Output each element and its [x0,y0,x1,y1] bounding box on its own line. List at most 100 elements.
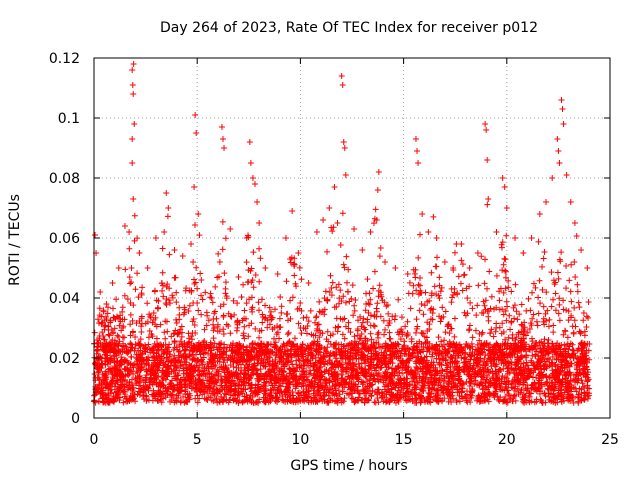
data-point [544,385,551,392]
data-point [502,336,509,343]
data-point [119,308,126,315]
data-point [573,233,580,240]
data-point [398,314,405,321]
data-point [469,348,476,355]
data-point [503,317,510,324]
data-point [213,386,220,393]
data-point [535,352,542,359]
data-point [305,280,312,286]
data-point [382,259,389,265]
data-point [441,259,448,265]
data-point [101,336,108,343]
data-point [413,287,420,294]
data-point [403,332,410,339]
data-point [560,121,567,127]
data-point [568,261,575,268]
data-point [171,274,178,281]
data-point [343,279,350,286]
data-point [197,270,204,277]
data-point [333,315,340,322]
data-point [374,386,381,393]
data-point [459,287,466,294]
data-point [163,295,170,302]
data-point [262,302,269,309]
data-point [194,392,201,399]
data-point [316,308,323,315]
data-point [298,276,305,283]
data-point [358,331,365,338]
data-point [511,392,518,399]
data-point [461,309,468,316]
data-point [250,284,257,291]
data-point [127,332,134,339]
data-point [523,359,530,366]
data-point [298,344,305,351]
data-point [332,387,339,394]
data-point [472,327,479,334]
data-point [262,265,269,271]
data-point [119,304,126,311]
data-point [555,148,562,154]
data-point [518,360,525,367]
data-point [201,395,208,402]
data-point [268,308,275,315]
data-point [425,229,432,235]
data-point [473,312,480,319]
data-point [377,245,384,252]
data-point [542,310,549,317]
data-point [575,299,582,306]
data-point [283,278,290,285]
data-point [571,220,578,226]
data-point [176,304,183,311]
data-point [530,280,537,287]
data-point [238,294,245,301]
data-point [287,259,294,266]
data-point [415,254,422,261]
data-point [118,354,125,361]
data-point [223,321,230,328]
data-point [126,274,133,281]
data-point [416,274,423,281]
data-point [395,296,402,303]
data-point [565,308,572,315]
data-point [570,329,577,336]
data-point [370,285,377,292]
data-point [257,255,264,262]
data-point [178,323,185,330]
data-point [277,294,284,301]
data-point [161,329,168,336]
data-point [198,277,205,283]
data-point [102,322,109,329]
data-point [199,296,206,303]
data-point [341,264,348,271]
data-point [134,235,141,242]
data-point [221,270,228,277]
data-point [415,160,422,166]
data-point [374,187,381,193]
data-point [211,310,218,317]
data-point [116,322,123,329]
data-point [220,313,227,320]
data-point [510,304,517,311]
data-point [193,264,200,271]
data-point [115,333,122,340]
data-point [159,287,166,294]
data-point [93,347,100,354]
data-point [289,208,296,214]
data-point [483,127,490,133]
data-point [512,235,519,241]
data-point [128,265,135,272]
data-point [433,263,440,270]
data-point [154,356,161,363]
data-point [271,306,278,313]
data-point [129,67,136,73]
data-point [420,311,427,318]
data-point [210,335,217,342]
data-point [192,112,199,118]
data-point [365,309,372,316]
data-point [515,391,522,398]
data-point [484,374,491,381]
data-point [185,330,192,337]
data-point [351,333,358,340]
